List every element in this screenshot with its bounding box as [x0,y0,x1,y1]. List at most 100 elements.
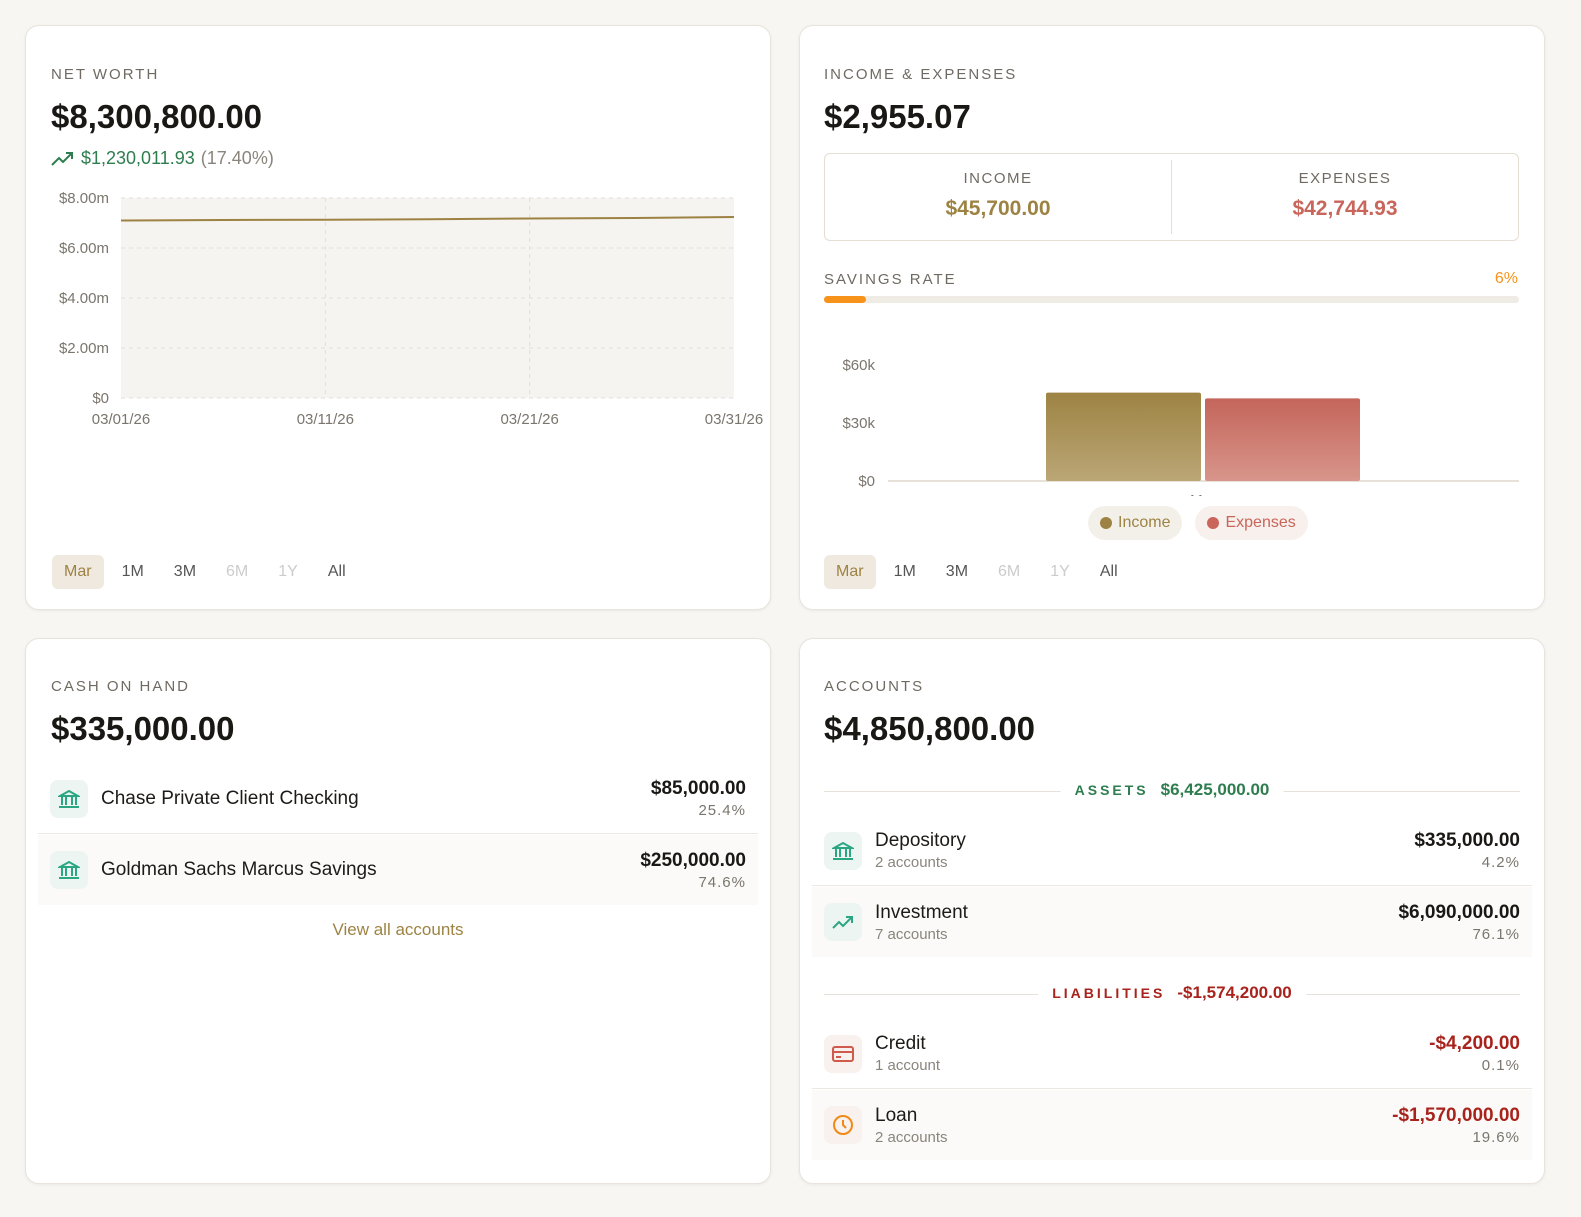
y-tick-label: $0 [92,390,109,407]
bank-icon [50,779,88,818]
expenses-summary: EXPENSES $42,744.93 [1172,160,1518,234]
range-1m[interactable]: 1M [893,563,916,580]
income-expenses-card: INCOME & EXPENSES $2,955.07 INCOME $45,7… [799,25,1545,610]
y-tick-label: $8.00m [59,190,109,207]
range-selector: Mar 1M 3M 6M 1Y All [824,555,1136,589]
range-mar[interactable]: Mar [824,555,876,589]
savings-rate-bar [824,296,1519,303]
account-count: 2 accounts [875,1128,948,1146]
range-1y[interactable]: 1Y [1050,563,1070,580]
view-all-accounts-link[interactable]: View all accounts [332,920,464,939]
account-amount: -$4,200.00 [1429,1033,1520,1054]
y-tick-label: $0 [858,473,875,490]
range-selector: Mar 1M 3M 6M 1Y All [52,555,364,589]
net-worth-chart: $0 $2.00m $4.00m $6.00m $8.00m 03/01/26 03/11/… [59,190,763,428]
accounts-label: ACCOUNTS [824,678,925,695]
net-worth-value: $8,300,800.00 [51,98,263,135]
account-pct: 74.6% [698,873,746,891]
account-count: 2 accounts [875,854,948,871]
range-mar[interactable]: Mar [52,555,104,589]
net-worth-line [120,216,735,222]
income-summary: INCOME $45,700.00 [825,160,1172,234]
y-tick-label: $2.00m [59,340,109,357]
account-name: Chase Private Client Checking [101,787,359,809]
liabilities-divider: LIABILITIES -$1,574,200.00 [824,983,1520,1003]
bank-icon [824,831,862,870]
summary-box: INCOME $45,700.00 EXPENSES $42,744.93 [824,153,1519,241]
range-1m[interactable]: 1M [121,563,144,580]
y-tick-label: $60k [842,357,875,374]
savings-rate-value: 6% [1494,270,1518,287]
trending-up-icon [51,151,73,166]
account-amount: $250,000.00 [640,849,746,871]
savings-rate-fill [824,296,866,303]
range-6m[interactable]: 6M [226,563,249,580]
x-tick-label: 03/21/26 [500,411,558,428]
change-amount: $1,230,011.93 [81,148,195,168]
legend-expenses[interactable]: Expenses [1195,506,1308,540]
account-name: Investment [875,901,968,923]
clock-icon [824,1106,862,1144]
income-expenses-value: $2,955.07 [824,98,971,135]
income-value: $45,700.00 [945,197,1051,220]
change-pct: (17.40%) [200,148,274,168]
income-label: INCOME [963,170,1033,187]
account-count: 7 accounts [875,925,948,943]
expenses-dot-icon [1207,517,1220,529]
account-amount: $6,090,000.00 [1398,901,1520,923]
range-all[interactable]: All [327,563,346,580]
account-pct: 4.2% [1481,854,1520,871]
income-dot-icon [1100,517,1112,529]
bank-icon [50,851,88,889]
net-worth-card: NET WORTH $8,300,800.00 $1,230,011.93 (1… [25,25,771,610]
range-1y[interactable]: 1Y [278,563,298,580]
account-row[interactable]: Depository 2 accounts $335,000.00 4.2% [812,816,1532,886]
range-all[interactable]: All [1099,563,1118,580]
expenses-bar[interactable] [1205,398,1360,481]
savings-rate-label: SAVINGS RATE [824,271,957,288]
assets-label: ASSETS [1074,782,1149,798]
account-name: Goldman Sachs Marcus Savings [101,859,377,880]
account-row[interactable]: Chase Private Client Checking $85,000.00 2… [38,764,758,834]
income-expenses-chart: $0 $30k $60k Mar [842,357,1519,496]
account-pct: 25.4% [698,802,746,819]
account-pct: 19.6% [1472,1128,1520,1146]
income-bar[interactable] [1046,392,1201,481]
account-count: 1 account [875,1057,941,1074]
assets-total: $6,425,000.00 [1160,780,1270,799]
account-amount: $335,000.00 [1414,830,1520,851]
account-pct: 0.1% [1481,1057,1520,1074]
liabilities-total: -$1,574,200.00 [1177,983,1292,1002]
cash-label: CASH ON HAND [51,678,191,695]
range-3m[interactable]: 3M [945,563,969,580]
account-row[interactable]: Goldman Sachs Marcus Savings $250,000.00 7… [38,835,758,905]
account-row[interactable]: Credit 1 account -$4,200.00 0.1% [812,1019,1532,1089]
y-tick-label: $4.00m [59,290,109,307]
account-amount: $85,000.00 [650,778,746,799]
x-tick-label: 03/31/26 [705,411,763,428]
cash-value: $335,000.00 [51,710,235,747]
legend-expenses-label: Expenses [1225,514,1296,531]
y-tick-label: $30k [842,415,875,432]
account-name: Loan [875,1104,918,1126]
net-worth-label: NET WORTH [51,66,160,83]
liabilities-label: LIABILITIES [1052,985,1166,1001]
account-row[interactable]: Loan 2 accounts -$1,570,000.00 19.6% [812,1090,1532,1160]
range-3m[interactable]: 3M [173,563,197,580]
account-amount: -$1,570,000.00 [1392,1104,1520,1126]
accounts-card: ACCOUNTS $4,850,800.00 ASSETS $6,425,000.… [799,638,1545,1184]
assets-divider: ASSETS $6,425,000.00 [824,780,1520,800]
x-tick-label: 03/01/26 [92,411,150,428]
legend-income[interactable]: Income [1088,506,1183,540]
legend-income-label: Income [1118,514,1171,531]
credit-card-icon [824,1034,862,1073]
x-tick-label: Mar [1190,492,1216,496]
expenses-value: $42,744.93 [1292,197,1398,220]
account-row[interactable]: Investment 7 accounts $6,090,000.00 76.1% [812,887,1532,957]
cash-on-hand-card: CASH ON HAND $335,000.00 Chase Private C… [25,638,771,1184]
account-pct: 76.1% [1472,925,1520,943]
expenses-label: EXPENSES [1298,170,1392,187]
range-6m[interactable]: 6M [998,563,1021,580]
account-name: Credit [875,1033,926,1054]
income-expenses-label: INCOME & EXPENSES [824,66,1018,83]
